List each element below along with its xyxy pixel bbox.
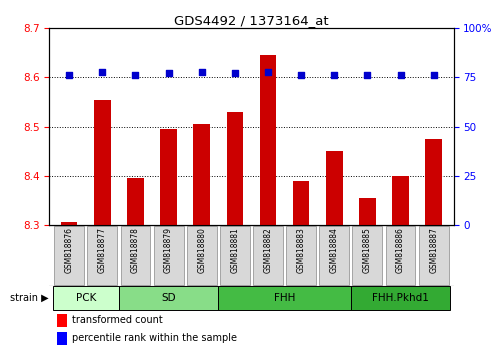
FancyBboxPatch shape (253, 226, 283, 285)
Text: GSM818882: GSM818882 (263, 227, 273, 273)
FancyBboxPatch shape (319, 226, 349, 285)
Point (65, 73, 73, 78)
Bar (260, 55, 276, 225)
FancyBboxPatch shape (119, 286, 218, 310)
Text: FHH: FHH (274, 293, 295, 303)
Point (430, 73, 438, 78)
Bar (127, 178, 144, 225)
Text: GSM818880: GSM818880 (197, 227, 206, 273)
Bar (227, 112, 243, 225)
Text: FHH.Pkhd1: FHH.Pkhd1 (372, 293, 429, 303)
Bar (193, 124, 210, 225)
Point (198, 69, 206, 74)
Bar (293, 181, 310, 225)
FancyBboxPatch shape (87, 226, 117, 285)
Bar (160, 129, 177, 225)
FancyBboxPatch shape (54, 226, 84, 285)
FancyBboxPatch shape (386, 226, 416, 285)
Text: GSM818887: GSM818887 (429, 227, 438, 273)
FancyBboxPatch shape (154, 226, 183, 285)
Point (132, 73, 140, 78)
Text: GSM818876: GSM818876 (65, 227, 73, 273)
FancyBboxPatch shape (352, 226, 382, 285)
Text: GSM818886: GSM818886 (396, 227, 405, 273)
Text: strain ▶: strain ▶ (10, 293, 49, 303)
Bar (94, 99, 110, 225)
Bar (57, 332, 68, 345)
FancyBboxPatch shape (351, 286, 450, 310)
Text: GSM818879: GSM818879 (164, 227, 173, 273)
FancyBboxPatch shape (218, 286, 351, 310)
Text: SD: SD (161, 293, 176, 303)
FancyBboxPatch shape (220, 226, 250, 285)
FancyBboxPatch shape (53, 286, 119, 310)
FancyBboxPatch shape (121, 226, 150, 285)
Text: GSM818881: GSM818881 (230, 227, 240, 273)
FancyBboxPatch shape (419, 226, 449, 285)
Bar (425, 139, 442, 225)
Point (297, 73, 305, 78)
Text: transformed count: transformed count (71, 315, 162, 325)
Bar (392, 176, 409, 225)
Title: GDS4492 / 1373164_at: GDS4492 / 1373164_at (174, 14, 329, 27)
FancyBboxPatch shape (286, 226, 316, 285)
FancyBboxPatch shape (187, 226, 216, 285)
Point (264, 69, 272, 74)
Text: GSM818884: GSM818884 (330, 227, 339, 273)
Point (99, 69, 106, 74)
Text: GSM818878: GSM818878 (131, 227, 140, 273)
Point (330, 73, 338, 78)
Bar (359, 198, 376, 225)
Bar (61, 222, 77, 225)
Text: GSM818885: GSM818885 (363, 227, 372, 273)
Point (165, 71, 173, 76)
Bar (57, 314, 68, 326)
Bar (326, 151, 343, 225)
Point (363, 73, 371, 78)
Text: percentile rank within the sample: percentile rank within the sample (71, 333, 237, 343)
Text: PCK: PCK (75, 293, 96, 303)
Point (396, 73, 404, 78)
Point (231, 71, 239, 76)
Text: GSM818883: GSM818883 (297, 227, 306, 273)
Text: GSM818877: GSM818877 (98, 227, 107, 273)
